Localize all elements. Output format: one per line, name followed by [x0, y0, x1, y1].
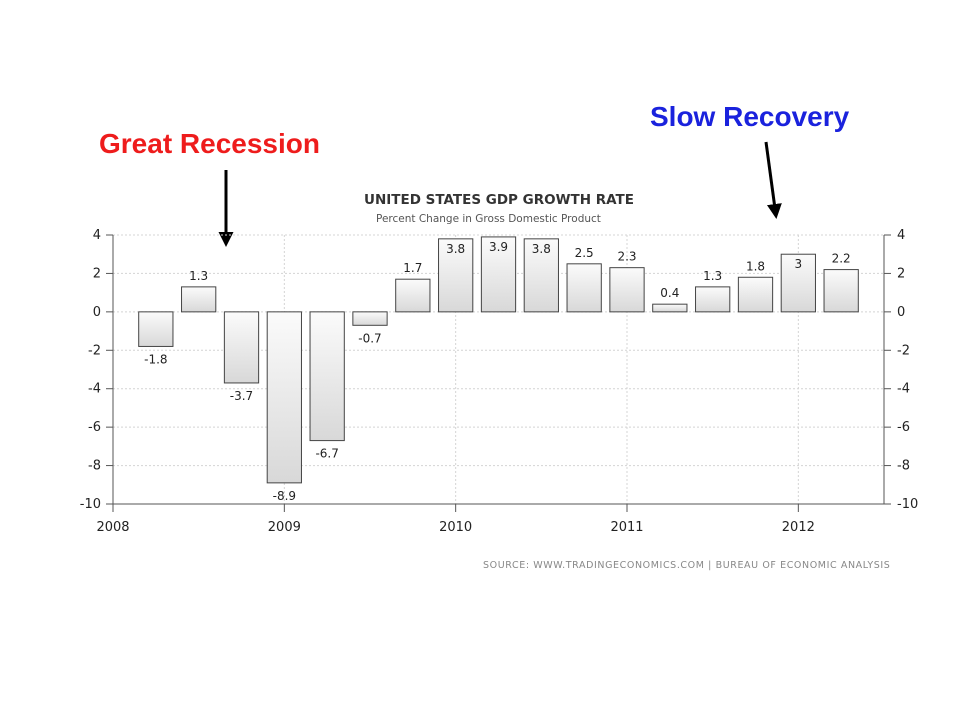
- bar-value-label: -6.7: [315, 447, 338, 461]
- y-tick-label-right: 0: [897, 305, 905, 320]
- bar-value-label: -0.7: [358, 331, 381, 345]
- y-tick-label-right: -8: [897, 459, 910, 474]
- bar-value-label: 3.9: [489, 240, 508, 254]
- y-axis-left: 4 2 0 -2 -4 -6 -8 -10: [80, 228, 114, 512]
- bar: [138, 311, 174, 347]
- y-tick-label-right: 4: [897, 228, 905, 243]
- data-labels: -1.8 1.3 -3.7 -8.9 -6.7 -0.7 1.7 3.8 3.9 3.8 2.5 2.…: [144, 240, 851, 503]
- bar: [566, 263, 602, 313]
- y-tick-label-right: -4: [897, 382, 910, 397]
- x-tick-label: 2010: [439, 520, 472, 535]
- x-tick-label: 2012: [782, 520, 815, 535]
- y-tick-label-right: -10: [897, 497, 918, 512]
- chart-subtitle: Percent Change in Gross Domestic Product: [376, 213, 601, 225]
- y-tick-label-left: -4: [88, 382, 101, 397]
- y-tick-label-right: -6: [897, 420, 910, 435]
- y-tick-label-left: -2: [88, 343, 101, 358]
- x-tick-label: 2009: [268, 520, 301, 535]
- bar-value-label: 2.2: [832, 252, 851, 266]
- bar-value-label: 2.5: [575, 246, 594, 260]
- bar-value-label: 3: [795, 257, 803, 271]
- bar-value-label: -1.8: [144, 352, 167, 366]
- chart-title: UNITED STATES GDP GROWTH RATE: [364, 192, 634, 208]
- y-tick-label-left: 0: [93, 305, 101, 320]
- bar: [395, 278, 431, 313]
- y-tick-label-right: -2: [897, 343, 910, 358]
- bar: [609, 267, 645, 313]
- bar-value-label: -8.9: [273, 489, 296, 503]
- bar: [309, 311, 345, 442]
- y-tick-label-right: 2: [897, 266, 905, 281]
- bar: [652, 303, 688, 313]
- slow-recovery-annotation: Slow Recovery: [650, 101, 850, 132]
- bar-value-label: 1.7: [403, 261, 422, 275]
- bar: [523, 238, 559, 313]
- y-tick-label-left: -8: [88, 459, 101, 474]
- bar: [823, 269, 859, 313]
- bar: [438, 238, 474, 313]
- bar-value-label: 0.4: [660, 286, 679, 300]
- bar: [737, 276, 774, 313]
- bar: [695, 286, 731, 313]
- x-axis: 2008 2009 2010 2011 2012: [96, 503, 884, 535]
- bar-value-label: 1.3: [189, 269, 208, 283]
- bar: [223, 311, 260, 384]
- x-tick-label: 2008: [96, 520, 129, 535]
- bar: [181, 286, 217, 313]
- bar: [266, 311, 302, 484]
- bar: [480, 236, 517, 313]
- y-axis-right: 4 2 0 -2 -4 -6 -8 -10: [883, 228, 918, 512]
- y-tick-label-left: 4: [93, 228, 101, 243]
- y-tick-label-left: -6: [88, 420, 101, 435]
- y-tick-label-left: -10: [80, 497, 101, 512]
- bar-value-label: 2.3: [617, 250, 636, 264]
- bar-value-label: 3.8: [532, 242, 551, 256]
- recovery-arrow: [764, 141, 782, 219]
- x-tick-label: 2011: [610, 520, 643, 535]
- bar-value-label: 3.8: [446, 242, 465, 256]
- source-text: SOURCE: WWW.TRADINGECONOMICS.COM | BUREA…: [483, 560, 890, 571]
- great-recession-annotation: Great Recession: [99, 128, 320, 159]
- bar: [780, 253, 816, 313]
- bar: [352, 311, 388, 326]
- y-tick-label-left: 2: [93, 266, 101, 281]
- bars: [138, 236, 859, 484]
- bar-value-label: 1.8: [746, 259, 765, 273]
- bar-value-label: -3.7: [230, 389, 253, 403]
- bar-value-label: 1.3: [703, 269, 722, 283]
